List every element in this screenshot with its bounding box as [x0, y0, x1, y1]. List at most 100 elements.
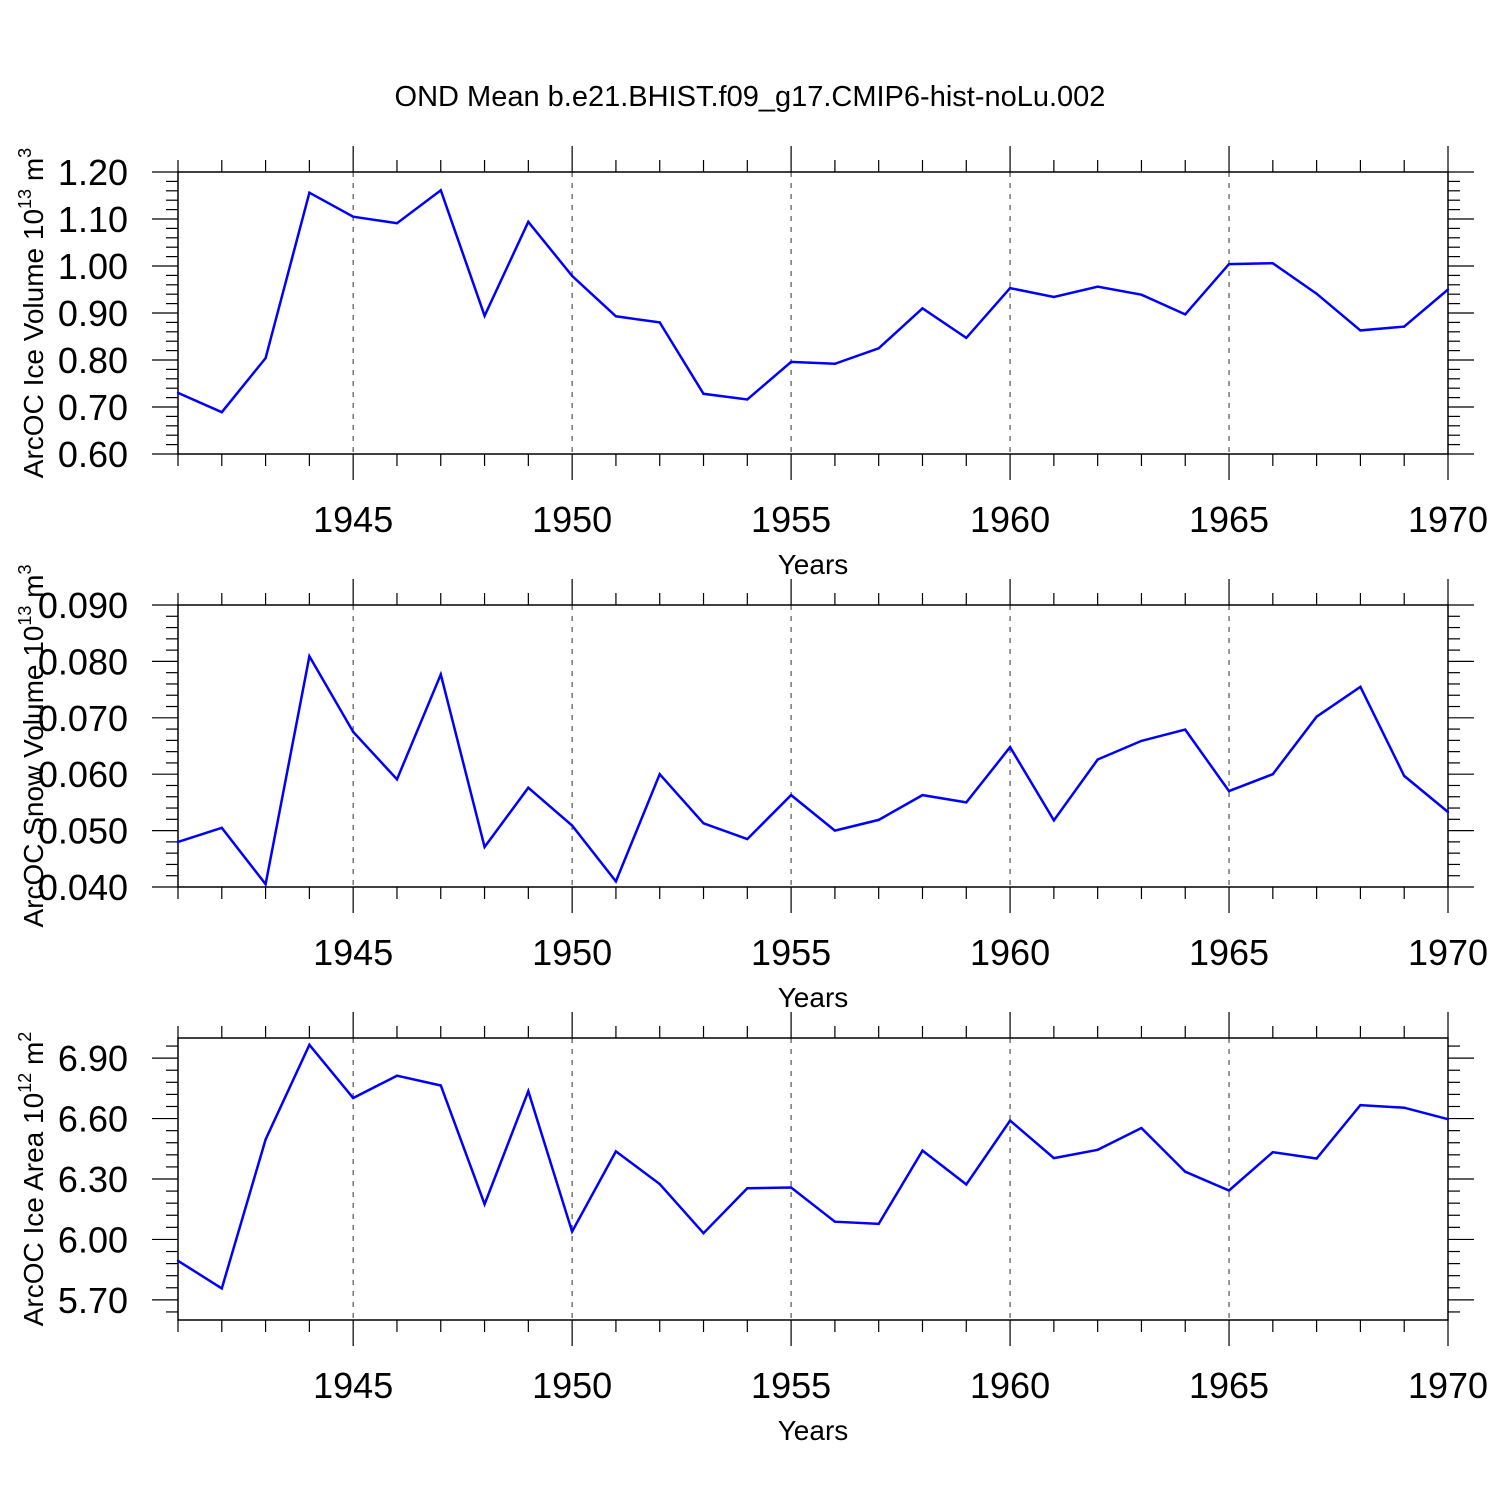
data-point: [395, 1074, 399, 1077]
data-point: [1184, 1170, 1187, 1173]
data-point: [965, 1183, 968, 1186]
data-point: [614, 315, 618, 318]
data-point: [921, 793, 924, 797]
data-point: [789, 793, 793, 797]
y-tick-label: 0.60: [58, 434, 128, 475]
plot-frame: [177, 604, 1449, 888]
data-point: [1140, 1126, 1143, 1130]
data-point: [1096, 285, 1099, 288]
data-point: [833, 1220, 837, 1223]
data-point: [395, 222, 399, 225]
y-tick-label: 0.090: [38, 585, 128, 626]
data-point: [1359, 685, 1362, 688]
data-point: [1403, 1106, 1406, 1109]
x-tick-label: 1965: [1189, 932, 1269, 973]
y-tick-label: 0.050: [38, 811, 128, 852]
data-point: [351, 730, 355, 734]
data-point: [833, 829, 837, 832]
data-point: [1227, 1189, 1231, 1192]
x-tick-label: 1945: [313, 1365, 393, 1406]
y-tick-label: 0.060: [38, 754, 128, 795]
y-tick-label: 1.10: [58, 199, 128, 240]
data-point: [789, 1186, 793, 1189]
x-tick-label: 1970: [1408, 932, 1488, 973]
data-point: [176, 1259, 180, 1262]
y-tick-label: 1.20: [58, 152, 128, 193]
data-point: [176, 840, 180, 844]
data-point: [1403, 325, 1406, 328]
y-tick-label: 0.90: [58, 293, 128, 334]
y-tick-label: 0.80: [58, 340, 128, 381]
series-line: [177, 188, 1449, 414]
data-point: [527, 1089, 530, 1093]
data-point: [351, 1096, 355, 1100]
data-point: [877, 818, 880, 822]
data-point: [1315, 715, 1318, 718]
data-point: [965, 801, 968, 804]
x-tick-label: 1960: [970, 1365, 1050, 1406]
data-point: [1008, 745, 1012, 749]
x-tick-label: 1970: [1408, 499, 1488, 540]
data-point: [1008, 1119, 1012, 1122]
data-point: [1315, 1157, 1318, 1160]
data-point: [308, 655, 311, 658]
data-point: [1315, 292, 1318, 295]
x-tick-label: 1965: [1189, 1365, 1269, 1406]
x-axis-title: Years: [778, 1415, 849, 1446]
y-axis-title: ArcOC Snow Volume 1013 m3: [15, 564, 49, 927]
data-point: [351, 215, 355, 218]
data-point: [1271, 1151, 1275, 1154]
data-point: [1140, 739, 1143, 743]
data-point: [877, 1222, 880, 1226]
data-point: [877, 347, 880, 350]
data-point: [789, 360, 793, 364]
data-point: [614, 1150, 618, 1153]
data-point: [483, 314, 486, 318]
data-point: [1446, 1117, 1450, 1121]
data-point: [1052, 1156, 1056, 1160]
data-point: [658, 1182, 661, 1186]
data-point: [570, 1230, 574, 1233]
data-point: [746, 398, 749, 401]
data-point: [658, 321, 661, 324]
data-point: [570, 274, 574, 278]
panel-3: 1945 1950 1955 1960 1965 1970 5.70 6.00 6.30 6.60…: [15, 1012, 1488, 1446]
x-tick-label: 1950: [532, 932, 612, 973]
data-point: [658, 773, 661, 776]
x-tick-label: 1965: [1189, 499, 1269, 540]
x-tick-label: 1950: [532, 499, 612, 540]
panels: 1945 1950 1955 1960 1965 1970 0.60 0.70 0.80 0.90…: [15, 146, 1488, 1446]
y-tick-label: 0.070: [38, 698, 128, 739]
data-point: [921, 307, 924, 310]
y-tick-label: 6.60: [58, 1099, 128, 1140]
data-point: [1227, 262, 1231, 266]
y-tick-label: 0.70: [58, 387, 128, 428]
data-point: [176, 391, 180, 395]
data-point: [1052, 819, 1056, 822]
data-point: [1359, 329, 1362, 332]
data-point: [308, 1043, 311, 1047]
data-point: [483, 845, 486, 849]
data-point: [614, 880, 618, 883]
data-point: [702, 822, 705, 825]
x-tick-label: 1945: [313, 932, 393, 973]
x-tick-label: 1955: [751, 932, 831, 973]
x-tick-label: 1950: [532, 1365, 612, 1406]
x-tick-label: 1960: [970, 932, 1050, 973]
data-point: [702, 1231, 705, 1235]
y-axis-title: ArcOC Ice Area 1012 m2: [15, 1032, 49, 1327]
x-axis-title: Years: [778, 549, 849, 580]
data-point: [1403, 774, 1406, 778]
y-tick-label: 0.040: [38, 867, 128, 908]
x-tick-label: 1955: [751, 1365, 831, 1406]
series-line: [177, 1042, 1449, 1291]
x-tick-label: 1955: [751, 499, 831, 540]
data-point: [1052, 295, 1056, 299]
y-tick-label: 6.30: [58, 1159, 128, 1200]
chart-title: OND Mean b.e21.BHIST.f09_g17.CMIP6-hist-…: [395, 81, 1106, 113]
data-point: [1227, 789, 1231, 793]
data-point: [264, 356, 267, 360]
data-point: [264, 882, 267, 886]
data-point: [1184, 728, 1187, 731]
